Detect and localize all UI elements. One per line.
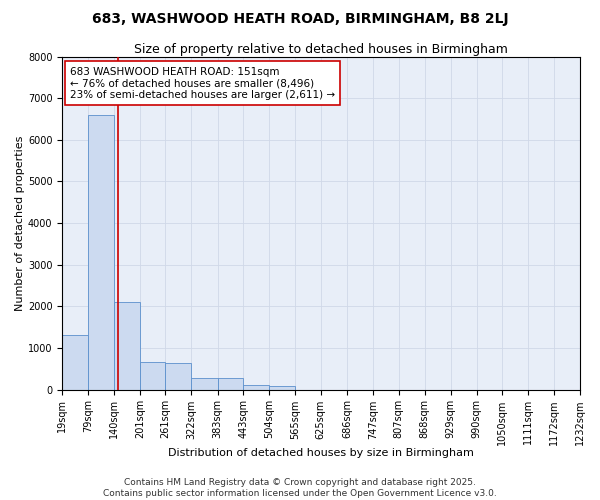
Bar: [62, 336, 88, 390]
Bar: [218, 378, 243, 390]
Bar: [114, 302, 140, 390]
Bar: [191, 378, 218, 390]
Text: 683 WASHWOOD HEATH ROAD: 151sqm
← 76% of detached houses are smaller (8,496)
23%: 683 WASHWOOD HEATH ROAD: 151sqm ← 76% of…: [70, 66, 335, 100]
Bar: [88, 115, 114, 390]
X-axis label: Distribution of detached houses by size in Birmingham: Distribution of detached houses by size …: [168, 448, 474, 458]
Text: Contains HM Land Registry data © Crown copyright and database right 2025.
Contai: Contains HM Land Registry data © Crown c…: [103, 478, 497, 498]
Y-axis label: Number of detached properties: Number of detached properties: [15, 136, 25, 311]
Bar: [140, 362, 166, 390]
Bar: [243, 385, 269, 390]
Title: Size of property relative to detached houses in Birmingham: Size of property relative to detached ho…: [134, 42, 508, 56]
Text: 683, WASHWOOD HEATH ROAD, BIRMINGHAM, B8 2LJ: 683, WASHWOOD HEATH ROAD, BIRMINGHAM, B8…: [92, 12, 508, 26]
Bar: [269, 386, 295, 390]
Bar: [166, 364, 191, 390]
